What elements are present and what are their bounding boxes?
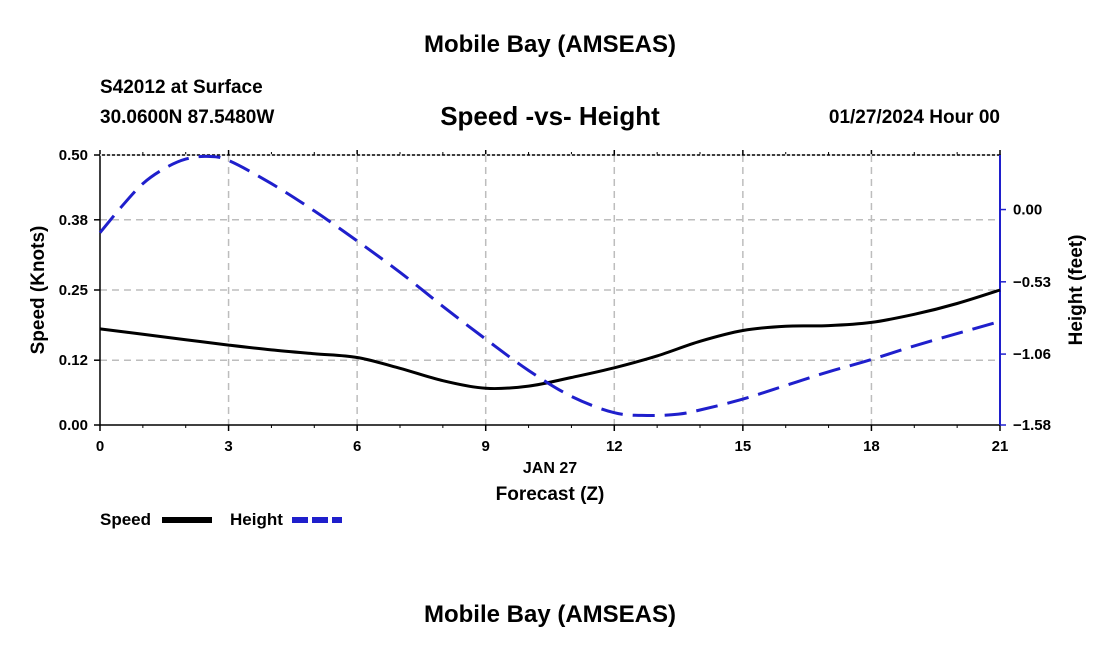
footer-title: Mobile Bay (AMSEAS) [423,601,677,628]
chart-subtitle: Speed -vs- Height [440,101,660,131]
y2-axis-title: Height (feet) [1066,235,1087,346]
axis-labels: 0 3 6 9 12 15 18 21 0.00 0.12 0.25 0.38 0.50 0.00 −0.5… [28,147,1087,505]
x-tick-label: 12 [606,438,623,455]
x-tick-label: 0 [96,438,104,455]
forecast-datetime: 01/27/2024 Hour 00 [828,107,1000,128]
station-label: S42012 at Surface [100,77,263,98]
x-tick-label: 18 [863,438,880,455]
x-tick-label: 21 [992,438,1009,455]
legend-label-speed: Speed [100,510,151,529]
height-series-line [98,154,1001,418]
y-tick-label: 0.12 [59,352,88,369]
speed-series-line [99,288,1001,391]
y2-tick-label: −0.53 [1013,274,1051,291]
series [98,154,1001,418]
axis-ticks [94,150,1006,431]
y-axis-title: Speed (Knots) [28,226,49,355]
legend-label-height: Height [230,510,283,529]
legend: Speed Height [100,510,342,529]
x-axis-date-label: JAN 27 [523,460,577,477]
grid [100,155,1000,425]
x-tick-label: 6 [353,438,361,455]
y-tick-label: 0.25 [59,282,88,299]
y-tick-label: 0.00 [59,417,88,434]
y-tick-label: 0.50 [59,147,88,164]
y2-tick-label: −1.06 [1013,346,1051,363]
x-tick-label: 3 [224,438,232,455]
y2-tick-label: 0.00 [1013,202,1042,219]
x-tick-label: 15 [735,438,752,455]
y2-tick-label: −1.58 [1013,417,1051,434]
chart-title: Mobile Bay (AMSEAS) [423,31,677,58]
x-axis-title: Forecast (Z) [496,484,605,505]
y-tick-label: 0.38 [59,212,88,229]
x-tick-label: 9 [482,438,490,455]
station-coordinates: 30.0600N 87.5480W [100,107,275,128]
